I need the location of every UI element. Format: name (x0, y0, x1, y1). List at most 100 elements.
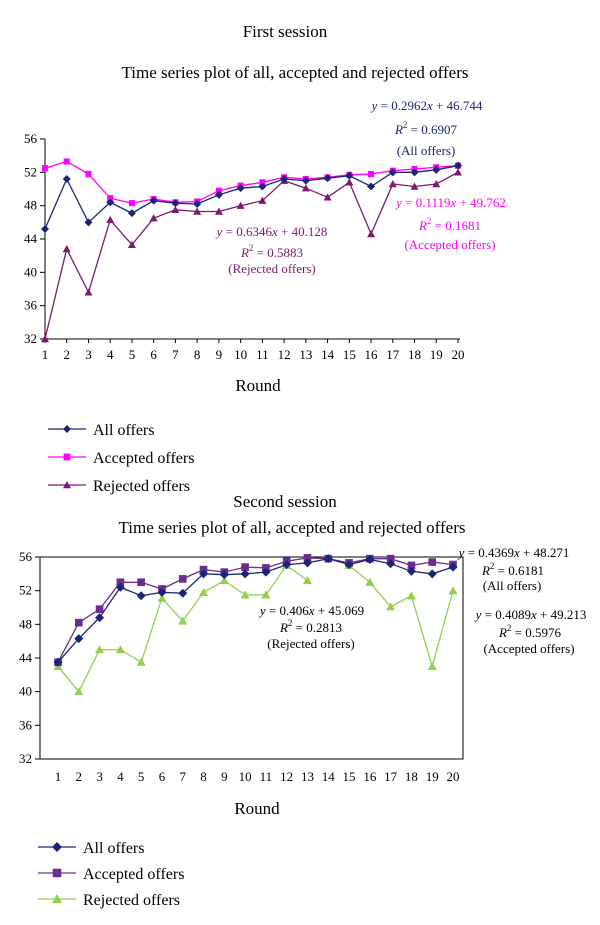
chart1-data-point (193, 200, 202, 208)
chart1-legend-swatch-marker (63, 481, 71, 489)
chart1-xlabel: Round (235, 376, 281, 395)
chart1-data-point (171, 199, 180, 208)
chart1-data-point (85, 170, 92, 178)
chart2-annotation-rejected-label: (Rejected offers) (267, 636, 354, 651)
chart2-annotation-rejected-r2: R2 = 0.2813 (279, 618, 342, 635)
chart1-xtick-label: 3 (85, 347, 92, 362)
chart1-data-point (345, 178, 354, 186)
chart2-series-rejected-offers (53, 560, 458, 696)
chart1-data-point (367, 170, 375, 178)
chart1-legend: All offers Accepted offers Rejected offers (48, 422, 194, 495)
chart2-data-point (199, 587, 209, 596)
chart1-data-point (62, 175, 71, 183)
chart2-data-point (386, 554, 395, 563)
chart1-xtick-label: 8 (194, 347, 201, 362)
chart1-data-point (301, 184, 310, 192)
chart2-data-point (199, 569, 209, 579)
chart2-xtick-label: 6 (159, 769, 166, 784)
chart1-ytick-label: 40 (24, 264, 37, 279)
chart2-data-point (303, 554, 312, 562)
chart2-ytick-label: 44 (19, 650, 33, 665)
chart2-data-point (407, 561, 416, 570)
chart2-legend-swatch-marker (52, 842, 62, 852)
chart1-data-point (63, 158, 70, 165)
chart1-annotation-accepted-eq: y = 0.1119x + 49.762 (394, 195, 506, 210)
chart1-xtick-label: 4 (107, 347, 114, 362)
chart1-xtick-label: 7 (172, 347, 179, 362)
chart1-series-rejected-offers (41, 168, 462, 343)
chart2-data-point (323, 554, 333, 564)
chart1-legend-entry: Rejected offers (93, 478, 190, 495)
chart2-ytick-label: 56 (19, 549, 33, 564)
chart1-xtick-label: 6 (150, 347, 157, 362)
chart2-xtick-label: 3 (96, 769, 103, 784)
chart2-series-all-offers (53, 554, 458, 667)
chart2-data-point (116, 578, 125, 587)
chart2-data-point (261, 567, 271, 577)
chart1-data-point (258, 196, 267, 204)
chart2-xtick-label: 18 (405, 769, 418, 784)
chart1-annotation-accepted-label: (Accepted offers) (404, 237, 495, 252)
chart2-ytick-label: 48 (19, 616, 32, 631)
chart1-xtick-label: 20 (452, 347, 465, 362)
chart1-data-point (388, 168, 397, 177)
chart1-data-point (214, 190, 223, 199)
chart1-data-point (432, 165, 441, 174)
chart1-data-point (258, 182, 267, 191)
chart1-data-point (236, 184, 245, 193)
chart2-data-point (386, 559, 396, 569)
chart1-annotation-all-label: (All offers) (397, 143, 456, 158)
chart2-data-point (261, 590, 271, 599)
chart2-xtick-label: 14 (322, 769, 336, 784)
chart2-xtick-label: 16 (363, 769, 377, 784)
chart2-title: Second session (233, 492, 337, 511)
chart2-data-point (136, 657, 146, 666)
chart1-data-point (454, 168, 462, 176)
chart2-xtick-label: 4 (117, 769, 124, 784)
chart2-data-point (74, 687, 84, 696)
chart1-data-point (127, 209, 136, 218)
chart1-annotation-all-eq: y = 0.2962x + 46.744 (370, 98, 483, 113)
chart1-data-point (107, 195, 114, 202)
chart2-data-point (428, 558, 437, 566)
chart2-series-line (348, 564, 454, 669)
chart1-series-line (44, 165, 459, 230)
chart2-legend-swatch-marker (52, 894, 62, 903)
chart2-subtitle: Time series plot of all, accepted and re… (119, 518, 466, 537)
chart2-annotation-accepted-eq: y = 0.4089x + 49.213 (474, 607, 587, 622)
chart1-series-line (44, 171, 459, 340)
chart2-data-point (157, 593, 167, 602)
chart1-title: First session (243, 22, 328, 41)
chart1-data-point (280, 175, 289, 183)
chart1-ytick-label: 52 (24, 164, 37, 179)
chart2-header: Second session Time series plot of all, … (119, 492, 466, 537)
chart2-data-point (240, 590, 250, 599)
chart2-annotation-all-eq: y = 0.4369x + 48.271 (457, 545, 570, 560)
chart2-xtick-label: 1 (55, 769, 62, 784)
chart1-annotation-accepted-r2: R2 = 0.1681 (418, 216, 481, 233)
chart1-data-point (41, 335, 49, 343)
chart2-annotation-rejected: y = 0.406x + 45.069 R2 = 0.2813 (Rejecte… (258, 603, 364, 651)
chart1-xtick-label: 19 (430, 347, 443, 362)
chart2-data-point (282, 560, 292, 570)
chart1-data-point (410, 182, 419, 190)
chart2-data-point (406, 566, 416, 576)
chart2-legend-entry: All offers (83, 840, 144, 857)
chart2-ytick-label: 52 (19, 583, 32, 598)
chart2-data-point (157, 587, 167, 597)
chart2-annotation-accepted: y = 0.4089x + 49.213 R2 = 0.5976 (Accept… (474, 607, 587, 656)
chart1-data-point (149, 214, 158, 222)
chart1-data-point (41, 165, 49, 172)
chart2-ytick-label: 32 (19, 751, 32, 766)
chart2-data-point (136, 591, 146, 601)
chart2-series-line (57, 564, 308, 693)
chart2-plot-frame (39, 556, 464, 760)
chart2-xtick-label: 2 (76, 769, 83, 784)
chart1-xtick-label: 5 (129, 347, 136, 362)
chart2-data-point (115, 582, 125, 592)
chart2-data-point (240, 569, 250, 579)
chart1-legend-swatch-marker (63, 453, 71, 461)
chart2-data-point (115, 645, 125, 654)
chart1-data-point (432, 180, 441, 188)
